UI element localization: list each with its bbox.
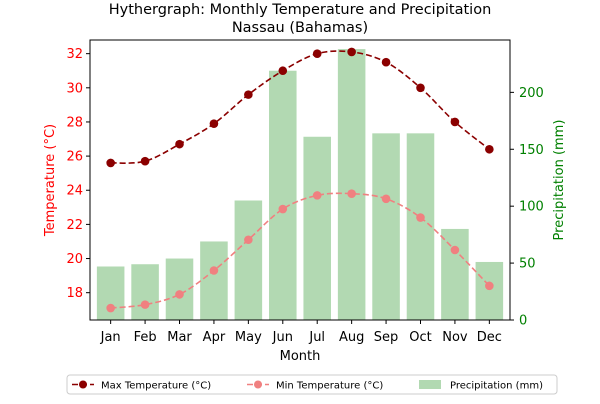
precipitation-bar	[131, 264, 159, 320]
chart-title: Hythergraph: Monthly Temperature and Pre…	[109, 2, 492, 18]
x-tick-label: Feb	[134, 330, 157, 345]
y-right-tick-label: 0	[519, 314, 527, 329]
min-temperature-point	[175, 290, 184, 299]
min-temperature-point	[381, 194, 391, 204]
precipitation-bar	[475, 261, 504, 320]
y-left-tick-label: 26	[66, 150, 83, 165]
min-temperature-point	[140, 300, 150, 309]
max-temperature-point	[278, 66, 288, 76]
min-temperature-point	[485, 281, 494, 291]
plot-frame	[89, 39, 511, 321]
min-temperature-point	[244, 235, 253, 245]
precipitation-bar	[406, 133, 435, 320]
x-tick-label: Jul	[308, 330, 325, 345]
max-temperature-point	[175, 139, 184, 149]
y-right-tick-label: 150	[519, 143, 544, 158]
max-temperature-point	[209, 119, 219, 128]
y-left-axis-label: Temperature (°C)	[43, 124, 58, 237]
y-right-tick-label: 100	[519, 200, 544, 215]
x-tick-label: Jun	[272, 330, 293, 345]
y-left-tick-label: 22	[66, 218, 83, 233]
max-temperature-point	[416, 83, 425, 93]
x-tick-label: Dec	[477, 330, 502, 345]
max-temperature-point	[347, 47, 356, 57]
y-right-tick-label: 50	[519, 257, 536, 272]
min-temperature-point	[312, 191, 322, 200]
max-temperature-point	[244, 90, 253, 99]
x-tick-label: Apr	[203, 330, 226, 345]
x-tick-label: Jan	[100, 330, 121, 345]
precipitation-bar	[441, 228, 469, 320]
legend-bar-swatch	[419, 380, 441, 389]
chart-subtitle: Nassau (Bahamas)	[232, 20, 368, 36]
y-right-axis-label: Precipitation (mm)	[552, 120, 567, 241]
precipitation-bar	[234, 200, 263, 320]
min-temperature-point	[347, 189, 356, 198]
x-tick-label: Nov	[442, 330, 468, 345]
legend-label: Precipitation (mm)	[450, 380, 543, 391]
x-tick-label: Mar	[167, 330, 192, 345]
min-temperature-point	[106, 303, 115, 313]
legend-marker-swatch	[79, 380, 87, 389]
legend-marker-swatch	[254, 380, 262, 389]
min-temperature-point	[209, 266, 219, 275]
precipitation-bar	[303, 136, 331, 320]
y-left-tick-label: 32	[66, 47, 83, 62]
precipitation-bar	[372, 133, 400, 320]
min-temperature-point	[278, 204, 288, 214]
max-temperature-point	[106, 158, 115, 168]
y-left-tick-label: 18	[66, 286, 83, 301]
x-tick-label: Sep	[374, 330, 399, 345]
x-tick-label: Oct	[409, 330, 431, 345]
y-right-tick-label: 200	[519, 86, 544, 101]
precipitation-bar	[200, 241, 228, 320]
max-temperature-point	[450, 117, 460, 127]
legend-box	[66, 374, 558, 395]
precipitation-bar	[337, 49, 366, 321]
legend-label: Min Temperature (°C)	[276, 380, 383, 391]
y-left-tick-label: 28	[66, 115, 83, 130]
x-axis-label: Month	[280, 349, 321, 364]
max-temperature-point	[312, 49, 322, 58]
y-left-tick-label: 24	[66, 184, 83, 199]
y-left-tick-label: 30	[66, 81, 83, 96]
min-temperature-point	[450, 245, 460, 255]
x-tick-label: May	[235, 330, 262, 345]
y-left-tick-label: 20	[66, 252, 83, 267]
min-temperature-point	[416, 213, 425, 222]
x-tick-label: Aug	[339, 330, 364, 345]
max-temperature-point	[381, 57, 391, 67]
precipitation-bar	[269, 70, 297, 320]
max-temperature-point	[140, 156, 150, 166]
max-temperature-point	[485, 144, 494, 154]
legend-label: Max Temperature (°C)	[101, 380, 211, 391]
